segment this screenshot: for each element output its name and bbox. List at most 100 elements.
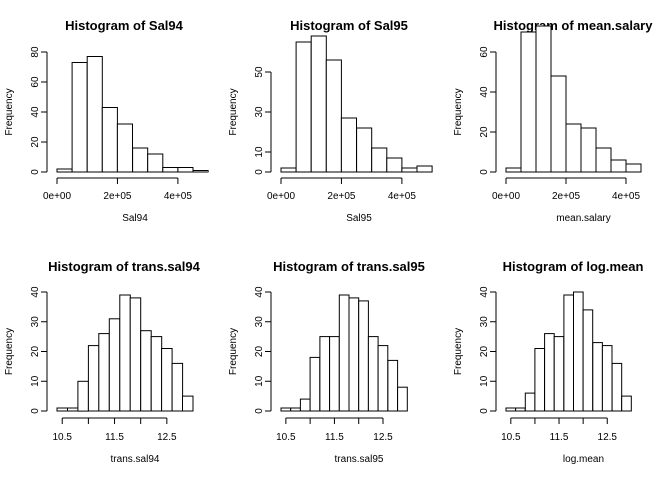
histogram-bar	[553, 336, 565, 412]
x-axis-label: trans.sal95	[335, 454, 384, 465]
x-axis-label: Sal94	[122, 213, 148, 224]
histogram-panel: Histogram of Sal95 0e+00 2e+05 4e+05 0 10 30 50…	[228, 18, 433, 224]
y-tick-label: 20	[254, 346, 265, 358]
histogram-bar	[150, 336, 163, 412]
x-tick-label: 4e+05	[612, 191, 641, 202]
histogram-bar	[367, 336, 379, 412]
histogram-bar	[162, 167, 179, 173]
histogram-bar	[56, 168, 73, 173]
y-tick-label: 60	[30, 76, 41, 88]
histogram-bar	[371, 147, 388, 173]
chart-title: Histogram of trans.sal95	[273, 259, 425, 274]
histogram-bar	[358, 300, 369, 412]
histogram-bar	[116, 123, 134, 173]
y-tick-label: 40	[254, 286, 265, 298]
y-axis-label: Frequency	[4, 328, 15, 375]
histogram-panel: Histogram of log.mean 10.5 11.5 12.5 0 10 20 30…	[453, 259, 643, 465]
histogram-bar	[397, 386, 408, 412]
histogram-bar	[299, 398, 311, 412]
histogram-bar	[290, 407, 301, 412]
y-tick-label: 30	[254, 316, 265, 328]
histogram-bar	[377, 345, 389, 412]
histogram-bar	[310, 35, 327, 173]
histogram-bar	[340, 117, 357, 173]
y-tick-label: 0	[254, 408, 265, 414]
chart-title: Histogram of trans.sal94	[48, 259, 200, 274]
histogram-bar	[192, 170, 209, 173]
x-tick-label: 0e+00	[267, 191, 296, 202]
histogram-bar	[280, 167, 297, 173]
histogram-bar	[505, 407, 517, 412]
x-tick-label: 12.5	[598, 432, 618, 443]
histogram-bar	[573, 291, 584, 412]
y-axis-label: Frequency	[453, 328, 464, 375]
y-tick-label: 30	[254, 106, 265, 118]
y-tick-label: 40	[30, 106, 41, 118]
histogram-bar	[416, 165, 433, 173]
histogram-bar	[319, 336, 331, 412]
histogram-bar	[77, 380, 89, 412]
x-axis-label: Sal95	[346, 213, 372, 224]
chart-title: Histogram of mean.salary	[494, 18, 654, 33]
histogram-bar	[161, 348, 173, 412]
chart-title: Histogram of Sal95	[290, 18, 408, 33]
histogram-bar	[309, 356, 321, 412]
y-tick-label: 0	[254, 169, 265, 175]
y-tick-label: 40	[479, 86, 490, 98]
histogram-bar	[56, 407, 68, 412]
histogram-bar	[580, 127, 597, 173]
x-tick-label: 0e+00	[43, 191, 72, 202]
x-tick-label: 4e+05	[164, 191, 193, 202]
y-tick-label: 20	[479, 346, 490, 358]
x-axis-label: log.mean	[563, 454, 604, 465]
x-tick-label: 10.5	[52, 432, 72, 443]
y-tick-label: 0	[30, 408, 41, 414]
histogram-bar	[171, 362, 184, 412]
histogram-bar	[356, 127, 373, 173]
x-tick-label: 2e+05	[552, 191, 581, 202]
histogram-bar	[98, 333, 110, 412]
histogram-bar	[87, 345, 100, 412]
histogram-bar	[520, 31, 537, 173]
y-tick-label: 30	[479, 316, 490, 328]
histogram-panel: Histogram of trans.sal94 10.5 11.5 12.5 0 10 2…	[4, 259, 201, 465]
y-tick-label: 60	[479, 46, 490, 58]
histogram-bar	[534, 348, 546, 412]
histogram-bar	[108, 318, 121, 412]
histogram-panel: Histogram of Sal94 0e+00 2e+05 4e+05 0 20 40 60…	[4, 18, 209, 224]
histogram-bar	[86, 56, 103, 173]
histogram-bar	[182, 395, 194, 412]
histogram-bar	[611, 362, 623, 412]
y-tick-label: 50	[254, 66, 265, 78]
histogram-bar	[325, 59, 342, 173]
histogram-bar	[505, 167, 522, 173]
x-tick-label: 12.5	[157, 432, 177, 443]
x-tick-label: 4e+05	[388, 191, 417, 202]
histogram-bar	[625, 163, 642, 173]
x-tick-label: 10.5	[501, 432, 521, 443]
y-tick-label: 40	[30, 286, 41, 298]
x-tick-label: 12.5	[373, 432, 393, 443]
histogram-bar	[348, 297, 360, 412]
y-tick-label: 40	[479, 286, 490, 298]
x-tick-label: 2e+05	[103, 191, 132, 202]
histogram-bar	[101, 107, 118, 173]
histogram-bar	[401, 167, 418, 173]
chart-title: Histogram of Sal94	[65, 18, 184, 33]
histogram-bar	[129, 297, 142, 412]
y-tick-label: 20	[30, 346, 41, 358]
histogram-bar	[67, 407, 79, 412]
y-tick-label: 30	[30, 316, 41, 328]
y-axis-label: Frequency	[228, 328, 239, 375]
y-tick-label: 10	[254, 146, 265, 158]
histogram-bar	[387, 359, 399, 412]
y-tick-label: 10	[479, 375, 490, 387]
y-tick-label: 0	[479, 408, 490, 414]
chart-title: Histogram of log.mean	[503, 259, 644, 274]
histogram-bar	[592, 342, 603, 412]
histogram-bar	[515, 407, 526, 412]
y-axis-label: Frequency	[453, 88, 464, 135]
histogram-bar	[71, 62, 88, 173]
histogram-bar	[610, 159, 627, 173]
histogram-bar	[535, 25, 552, 173]
